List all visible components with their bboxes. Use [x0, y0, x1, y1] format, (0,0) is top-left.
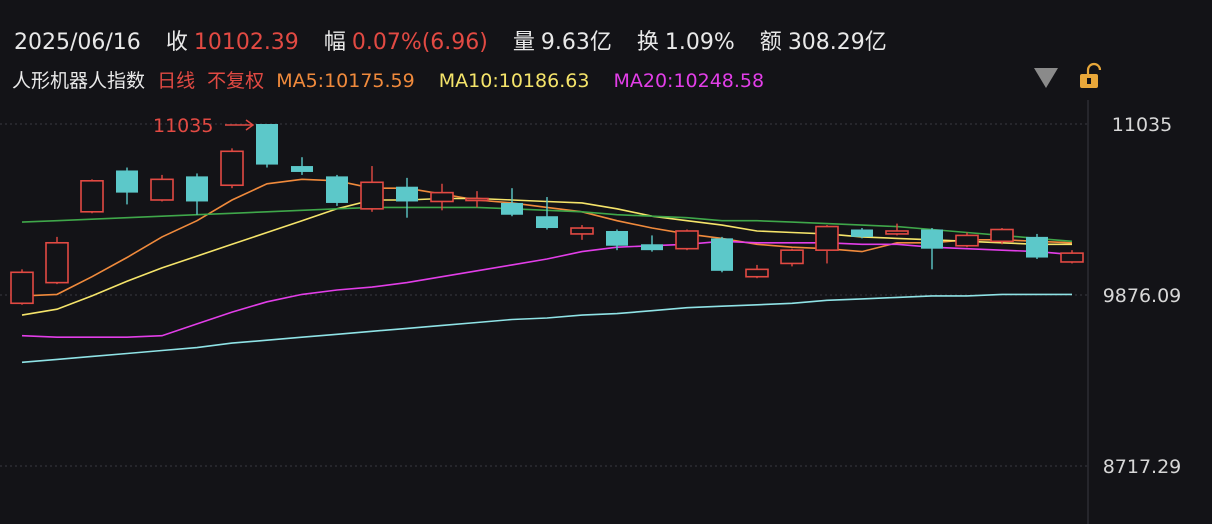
candle-body — [80, 180, 104, 213]
candle-body — [186, 176, 208, 202]
ma5-value: MA5:10175.59 — [276, 70, 415, 92]
candle-body — [711, 238, 733, 271]
candle-body — [745, 268, 769, 278]
amount-label: 额 — [759, 30, 782, 55]
candle-body — [396, 186, 418, 202]
candle-body — [815, 225, 839, 251]
candle[interactable] — [921, 228, 943, 270]
ma-line-ma20 — [21, 240, 1073, 339]
candle-body — [1060, 252, 1084, 263]
y-tick-label: 8717.29 — [1103, 456, 1182, 478]
change-value: 0.07%(6.96) — [351, 30, 488, 55]
candle-body — [501, 202, 523, 215]
index-name[interactable]: 人形机器人指数 — [12, 70, 146, 92]
candle[interactable] — [465, 191, 489, 208]
adjust-selector[interactable]: 不复权 — [207, 70, 265, 92]
candle-body — [150, 178, 174, 201]
amount-value: 308.29亿 — [787, 30, 887, 55]
candle-body — [220, 150, 244, 187]
candle[interactable] — [675, 229, 699, 251]
candle-body — [885, 230, 909, 235]
candle[interactable] — [990, 228, 1014, 245]
candle-body — [851, 229, 873, 237]
candle-body — [256, 124, 278, 165]
candle-body — [465, 197, 489, 202]
candle-body — [536, 216, 558, 229]
candle-body — [990, 228, 1014, 243]
candle[interactable] — [745, 264, 769, 279]
volume-label: 量 — [512, 30, 535, 55]
lock-icon[interactable] — [1075, 62, 1111, 92]
candle[interactable] — [815, 225, 839, 264]
candle[interactable] — [1060, 250, 1084, 264]
candle[interactable] — [536, 197, 558, 230]
candle[interactable] — [641, 235, 663, 252]
arrow-head-icon — [245, 119, 255, 131]
y-tick-label: 11035 — [1112, 114, 1172, 136]
candle-body — [606, 230, 628, 246]
candle[interactable] — [10, 269, 34, 305]
ma-line-ma60 — [21, 293, 1072, 364]
candle[interactable] — [150, 174, 174, 202]
change-label: 幅 — [323, 30, 346, 55]
candle[interactable] — [45, 236, 69, 285]
candle[interactable] — [396, 177, 418, 218]
date: 2025/06/16 — [14, 30, 141, 55]
volume-value: 9.63亿 — [540, 30, 612, 55]
candle[interactable] — [885, 223, 909, 236]
candle[interactable] — [430, 183, 454, 211]
candle[interactable] — [186, 173, 208, 215]
candle-body — [116, 170, 138, 193]
candle[interactable] — [780, 248, 804, 267]
ma20-value: MA20:10248.58 — [613, 70, 765, 92]
candle-body — [570, 227, 594, 235]
candle[interactable] — [360, 166, 384, 212]
candle[interactable] — [220, 148, 244, 189]
candle[interactable] — [570, 225, 594, 240]
candle-body — [326, 176, 348, 203]
candle-body — [675, 230, 699, 250]
candle-body — [955, 234, 979, 247]
close-label: 收 — [165, 30, 188, 55]
ma10-value: MA10:10186.63 — [438, 70, 590, 92]
candle[interactable] — [256, 124, 278, 168]
high-annotation-label: 11035 — [153, 115, 213, 137]
dropdown-triangle-icon[interactable] — [1032, 66, 1060, 90]
period-selector[interactable]: 日线 — [157, 70, 196, 92]
candle-body — [291, 166, 313, 172]
y-tick-label: 9876.09 — [1103, 285, 1182, 307]
candle[interactable] — [501, 188, 523, 217]
candle[interactable] — [326, 174, 348, 206]
ma-line-ma5 — [21, 178, 1073, 297]
candle[interactable] — [606, 229, 628, 251]
candle[interactable] — [1026, 233, 1048, 260]
turnover-value: 1.09% — [664, 30, 735, 55]
candle[interactable] — [711, 236, 733, 273]
candle[interactable] — [291, 157, 313, 175]
turnover-label: 换 — [636, 30, 659, 55]
candle[interactable] — [80, 179, 104, 214]
quote-header: 2025/06/16 收 10102.39 幅 0.07%(6.96) 量 9.63亿… — [14, 24, 887, 56]
candle[interactable] — [116, 167, 138, 205]
candle-body — [10, 271, 34, 305]
candle-body — [921, 229, 943, 249]
candle-body — [641, 244, 663, 251]
candle-body — [1026, 236, 1048, 258]
indicator-legend: 人形机器人指数 日线 不复权 MA5:10175.59 MA10:10186.6… — [12, 66, 764, 93]
candle-body — [430, 191, 454, 203]
candle-body — [780, 249, 804, 265]
candle[interactable] — [955, 232, 979, 248]
candle-body — [360, 181, 384, 210]
close-value: 10102.39 — [193, 30, 299, 55]
candle-body — [45, 241, 69, 284]
candle[interactable] — [851, 228, 873, 239]
